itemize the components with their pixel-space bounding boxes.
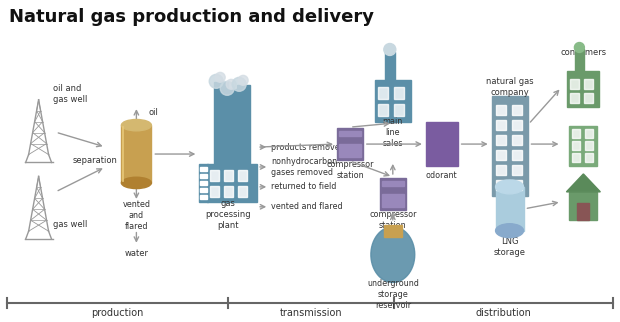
Bar <box>495 105 505 115</box>
Text: oil: oil <box>148 108 158 117</box>
Text: gas well: gas well <box>53 220 87 229</box>
Bar <box>237 85 250 167</box>
Bar <box>384 225 402 237</box>
Bar <box>200 167 207 171</box>
Text: LNG
storage: LNG storage <box>494 237 526 257</box>
Bar <box>495 187 523 231</box>
Bar <box>378 87 388 99</box>
Bar <box>207 164 257 202</box>
Text: gas
processing
plant: gas processing plant <box>205 199 251 230</box>
Bar <box>572 141 580 150</box>
Bar <box>122 125 151 183</box>
Text: distribution: distribution <box>476 308 531 318</box>
Text: separation: separation <box>73 156 117 165</box>
Bar <box>200 181 207 185</box>
Bar <box>337 128 363 160</box>
Bar <box>339 131 361 136</box>
Bar <box>200 188 207 192</box>
Bar <box>495 135 505 145</box>
Bar <box>238 170 247 181</box>
Bar <box>199 164 208 202</box>
Text: oil and
gas well: oil and gas well <box>53 84 87 104</box>
Bar <box>585 141 593 150</box>
Bar <box>572 129 580 138</box>
Bar <box>394 104 404 116</box>
Bar <box>495 180 505 190</box>
Text: returned to field: returned to field <box>271 182 337 191</box>
Bar <box>585 93 593 103</box>
Circle shape <box>232 77 246 91</box>
Bar <box>585 153 593 162</box>
Bar <box>200 174 207 178</box>
Bar <box>224 186 233 197</box>
Bar <box>210 186 219 197</box>
Bar <box>567 71 600 107</box>
Bar <box>385 52 395 80</box>
Bar <box>394 87 404 99</box>
Text: underground
storage
reservoir: underground storage reservoir <box>367 279 418 310</box>
Circle shape <box>215 72 225 82</box>
Ellipse shape <box>122 177 151 189</box>
Text: water: water <box>125 249 148 258</box>
Circle shape <box>209 74 223 88</box>
Circle shape <box>226 79 236 89</box>
Text: transmission: transmission <box>280 308 342 318</box>
Bar <box>495 165 505 175</box>
Bar <box>382 181 404 186</box>
Bar <box>492 96 528 196</box>
Bar <box>512 165 521 175</box>
Text: vented
and
flared: vented and flared <box>122 200 151 232</box>
Bar <box>339 144 361 157</box>
Circle shape <box>220 81 234 95</box>
Circle shape <box>574 43 585 52</box>
Bar <box>382 194 404 207</box>
Text: odorant: odorant <box>426 171 458 180</box>
Circle shape <box>384 43 396 55</box>
Bar <box>512 135 521 145</box>
Bar <box>575 50 585 71</box>
Bar <box>512 105 521 115</box>
Bar <box>380 178 405 210</box>
Bar <box>495 150 505 160</box>
Polygon shape <box>567 174 600 192</box>
Bar <box>572 153 580 162</box>
Polygon shape <box>371 227 415 282</box>
Text: production: production <box>91 308 144 318</box>
Bar <box>225 89 237 167</box>
Text: natural gas
company: natural gas company <box>485 77 533 97</box>
Bar <box>375 80 411 122</box>
Bar <box>585 79 593 89</box>
Bar <box>238 186 247 197</box>
Ellipse shape <box>122 119 151 131</box>
Text: compressor
station: compressor station <box>326 160 374 180</box>
Text: compressor
station: compressor station <box>369 210 417 230</box>
Bar <box>585 129 593 138</box>
Bar <box>215 82 228 167</box>
Bar <box>512 120 521 130</box>
Bar <box>426 122 458 166</box>
Bar <box>512 180 521 190</box>
Bar <box>570 79 580 89</box>
Text: vented and flared: vented and flared <box>271 202 343 211</box>
Bar <box>224 170 233 181</box>
Bar <box>512 150 521 160</box>
Bar <box>577 203 590 220</box>
Text: products removed: products removed <box>271 143 345 152</box>
Text: consumers: consumers <box>560 48 606 57</box>
Bar <box>210 170 219 181</box>
Ellipse shape <box>495 224 523 238</box>
Bar <box>570 93 580 103</box>
Bar <box>200 195 207 199</box>
Ellipse shape <box>495 180 523 194</box>
Bar <box>569 192 597 220</box>
Bar <box>495 120 505 130</box>
Circle shape <box>238 75 248 85</box>
Text: nonhydrocarbon
gases removed: nonhydrocarbon gases removed <box>271 157 337 177</box>
Text: Natural gas production and delivery: Natural gas production and delivery <box>9 8 374 26</box>
Bar <box>569 126 597 166</box>
Bar <box>378 104 388 116</box>
Text: main
line
sales: main line sales <box>383 117 403 148</box>
